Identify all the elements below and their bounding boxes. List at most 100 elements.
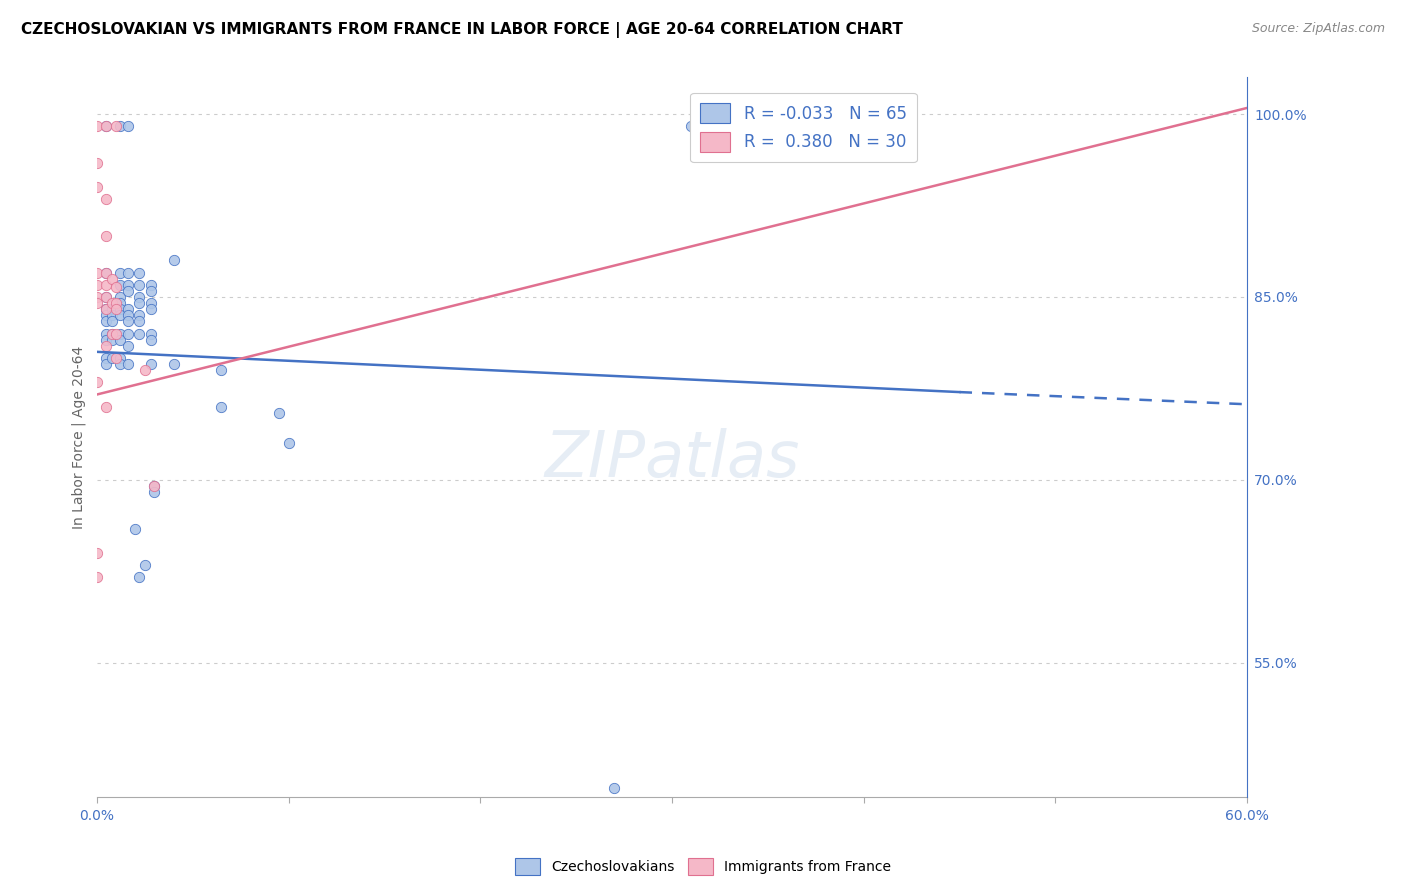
Point: [267, 406, 290, 420]
Point: [277, 436, 299, 450]
Point: [108, 308, 131, 322]
Point: [96, 120, 118, 134]
Point: [105, 302, 128, 317]
Point: [681, 120, 703, 134]
Point: [105, 296, 128, 310]
Point: [128, 266, 150, 280]
Text: ZIPatlas: ZIPatlas: [544, 428, 800, 490]
Point: [143, 485, 166, 500]
Point: [108, 351, 131, 365]
Point: [86, 570, 108, 584]
Point: [101, 296, 124, 310]
Point: [211, 363, 233, 377]
Point: [86, 120, 108, 134]
Point: [86, 180, 108, 194]
Point: [101, 326, 124, 341]
Point: [86, 376, 108, 390]
Point: [105, 351, 128, 365]
Text: Source: ZipAtlas.com: Source: ZipAtlas.com: [1251, 22, 1385, 36]
Point: [117, 339, 139, 353]
Point: [101, 326, 124, 341]
Point: [96, 400, 118, 414]
Point: [139, 277, 162, 292]
Point: [96, 120, 118, 134]
Point: [117, 326, 139, 341]
Point: [96, 277, 118, 292]
Point: [101, 333, 124, 347]
Point: [108, 266, 131, 280]
Point: [96, 266, 118, 280]
Point: [96, 357, 118, 371]
Point: [139, 326, 162, 341]
Point: [96, 351, 118, 365]
Point: [139, 296, 162, 310]
Point: [105, 120, 128, 134]
Point: [86, 156, 108, 170]
Point: [128, 326, 150, 341]
Point: [108, 302, 131, 317]
Point: [101, 314, 124, 328]
Point: [211, 400, 233, 414]
Point: [134, 558, 156, 573]
Point: [108, 333, 131, 347]
Point: [105, 280, 128, 294]
Point: [86, 546, 108, 560]
Point: [128, 570, 150, 584]
Point: [96, 302, 118, 317]
Point: [128, 308, 150, 322]
Point: [117, 284, 139, 298]
Point: [86, 266, 108, 280]
Point: [128, 290, 150, 304]
Point: [143, 479, 166, 493]
Point: [108, 296, 131, 310]
Point: [96, 302, 118, 317]
Point: [108, 326, 131, 341]
Y-axis label: In Labor Force | Age 20-64: In Labor Force | Age 20-64: [72, 345, 86, 529]
Legend: Czechoslovakians, Immigrants from France: Czechoslovakians, Immigrants from France: [509, 853, 897, 880]
Point: [96, 302, 118, 317]
Text: CZECHOSLOVAKIAN VS IMMIGRANTS FROM FRANCE IN LABOR FORCE | AGE 20-64 CORRELATION: CZECHOSLOVAKIAN VS IMMIGRANTS FROM FRANC…: [21, 22, 903, 38]
Point: [128, 277, 150, 292]
Point: [96, 339, 118, 353]
Point: [117, 357, 139, 371]
Legend: R = -0.033   N = 65, R =  0.380   N = 30: R = -0.033 N = 65, R = 0.380 N = 30: [690, 93, 917, 162]
Point: [117, 120, 139, 134]
Point: [143, 479, 166, 493]
Point: [162, 357, 184, 371]
Point: [139, 333, 162, 347]
Point: [96, 193, 118, 207]
Point: [96, 326, 118, 341]
Point: [139, 284, 162, 298]
Point: [117, 314, 139, 328]
Point: [128, 314, 150, 328]
Point: [134, 363, 156, 377]
Point: [105, 326, 128, 341]
Point: [101, 271, 124, 285]
Point: [96, 308, 118, 322]
Point: [603, 781, 626, 796]
Point: [101, 351, 124, 365]
Point: [128, 296, 150, 310]
Point: [101, 308, 124, 322]
Point: [86, 277, 108, 292]
Point: [96, 333, 118, 347]
Point: [96, 266, 118, 280]
Point: [96, 290, 118, 304]
Point: [96, 290, 118, 304]
Point: [117, 302, 139, 317]
Point: [162, 253, 184, 268]
Point: [86, 290, 108, 304]
Point: [139, 302, 162, 317]
Point: [96, 229, 118, 244]
Point: [139, 357, 162, 371]
Point: [101, 302, 124, 317]
Point: [117, 266, 139, 280]
Point: [108, 290, 131, 304]
Point: [108, 120, 131, 134]
Point: [108, 357, 131, 371]
Point: [124, 522, 146, 536]
Point: [86, 296, 108, 310]
Point: [96, 314, 118, 328]
Point: [108, 277, 131, 292]
Point: [117, 277, 139, 292]
